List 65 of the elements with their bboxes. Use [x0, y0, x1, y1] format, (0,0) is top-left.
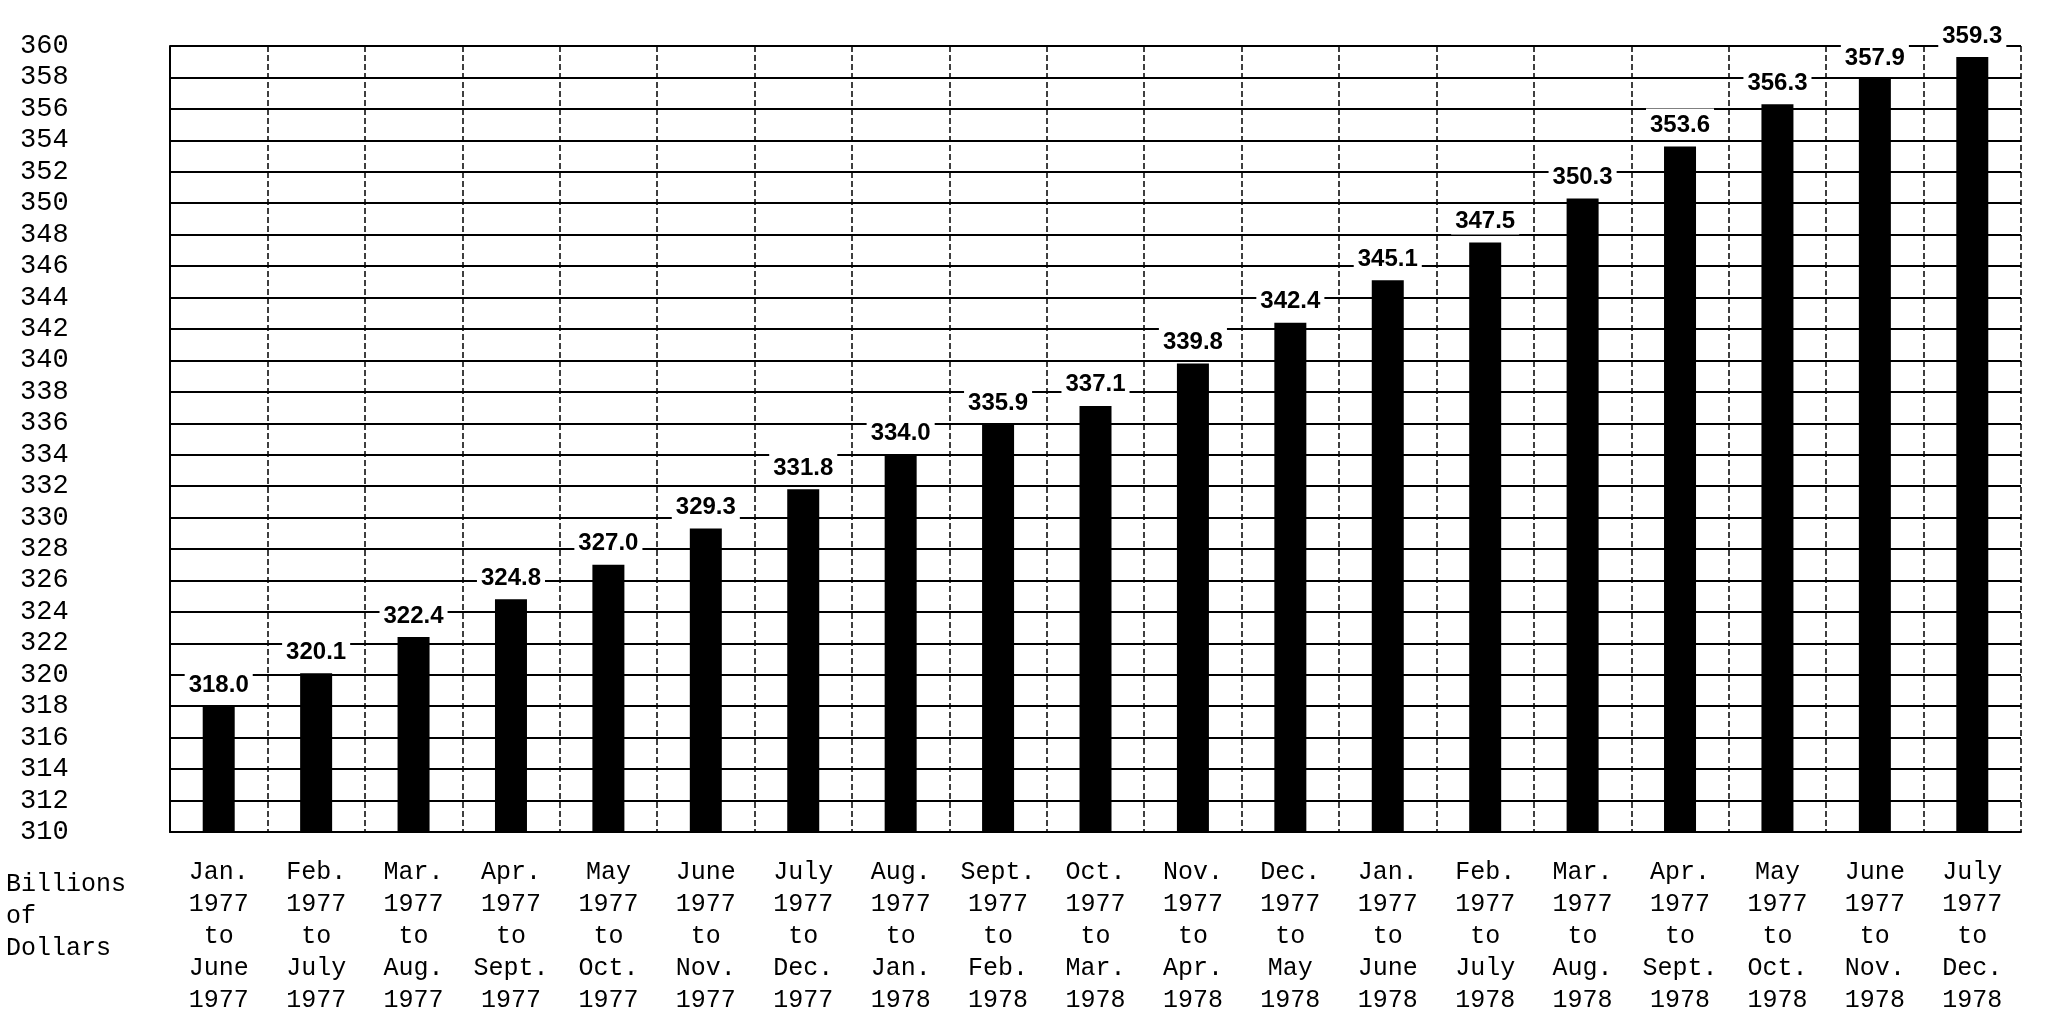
y-tick-label: 324	[20, 596, 69, 627]
y-tick-label: 338	[20, 376, 69, 407]
y-tick-label: 356	[20, 93, 69, 124]
x-tick-label: Mar. 1977 to Aug. 1977	[383, 857, 444, 1015]
y-tick-label: 328	[20, 534, 69, 565]
y-tick-label: 322	[20, 628, 69, 659]
data-label: 345.1	[1357, 243, 1418, 271]
x-tick-label: Aug. 1977 to Jan. 1978	[870, 857, 931, 1015]
data-label: 357.9	[1844, 42, 1905, 70]
data-label: 334.0	[870, 418, 931, 446]
data-label: 324.8	[480, 562, 541, 590]
data-label: 342.4	[1260, 286, 1322, 314]
y-tick-label: 336	[20, 408, 69, 439]
y-tick-label: 334	[20, 439, 69, 470]
x-tick-label: Mar. 1977 to Aug. 1978	[1552, 857, 1613, 1015]
y-tick-label: 340	[20, 345, 69, 376]
x-tick-label: Sept. 1977 to Feb. 1978	[960, 857, 1036, 1015]
data-label: 356.3	[1747, 67, 1808, 95]
data-label: 335.9	[968, 388, 1029, 416]
y-tick-label: 312	[20, 785, 69, 816]
y-tick-label: 326	[20, 565, 69, 596]
y-tick-label: 314	[20, 754, 69, 785]
y-tick-label: 346	[20, 251, 69, 282]
data-label: 339.8	[1162, 327, 1223, 355]
data-label: 337.1	[1065, 369, 1126, 397]
y-tick-label: 316	[20, 722, 69, 753]
y-tick-label: 318	[20, 691, 69, 722]
x-tick-label: June 1977 to Nov. 1978	[1844, 857, 1905, 1015]
y-tick-label: 350	[20, 188, 69, 219]
y-tick-label: 342	[20, 313, 69, 344]
x-tick-label: Oct. 1977 to Mar. 1978	[1065, 857, 1126, 1015]
x-tick-label: June 1977 to Nov. 1977	[675, 857, 736, 1015]
x-tick-label: May 1977 to Oct. 1977	[578, 857, 639, 1015]
data-label: 353.6	[1649, 110, 1711, 138]
y-tick-label: 332	[20, 471, 69, 502]
data-label: 329.3	[675, 492, 736, 520]
data-label: 320.1	[286, 636, 347, 664]
x-tick-label: Jan. 1977 to June 1977	[188, 857, 249, 1015]
x-tick-label: Apr. 1977 to Sept. 1978	[1642, 857, 1718, 1015]
x-tick-label: Feb. 1977 to July 1978	[1455, 857, 1516, 1015]
y-tick-label: 348	[20, 219, 69, 250]
x-tick-label: Apr. 1977 to Sept. 1977	[473, 857, 549, 1015]
data-label: 327.0	[578, 528, 639, 556]
y-tick-label: 310	[20, 817, 69, 847]
data-label: 359.3	[1942, 20, 2003, 48]
x-tick-label: July 1977 to Dec. 1977	[773, 857, 834, 1015]
data-label: 350.3	[1552, 161, 1613, 189]
y-tick-label: 352	[20, 156, 69, 187]
x-tick-label: Dec. 1977 to May 1978	[1260, 857, 1321, 1015]
y-tick-label: 360	[20, 31, 69, 61]
y-tick-label: 358	[20, 62, 69, 93]
y-tick-label: 320	[20, 659, 69, 690]
x-tick-label: May 1977 to Oct. 1978	[1747, 857, 1808, 1015]
y-tick-label: 354	[20, 125, 69, 156]
y-axis-title: Billions of Dollars	[6, 869, 127, 963]
y-tick-label: 344	[20, 282, 69, 313]
data-label: 347.5	[1455, 206, 1516, 233]
data-label: 318.0	[188, 669, 249, 697]
data-label: 322.4	[383, 600, 445, 628]
x-tick-label: Nov. 1977 to Apr. 1978	[1162, 857, 1223, 1015]
x-tick-label: July 1977 to Dec. 1978	[1942, 857, 2003, 1015]
x-tick-label: Jan. 1977 to June 1978	[1357, 857, 1418, 1015]
x-tick-label: Feb. 1977 to July 1977	[286, 857, 347, 1015]
y-tick-label: 330	[20, 502, 69, 533]
data-label: 331.8	[773, 452, 834, 480]
